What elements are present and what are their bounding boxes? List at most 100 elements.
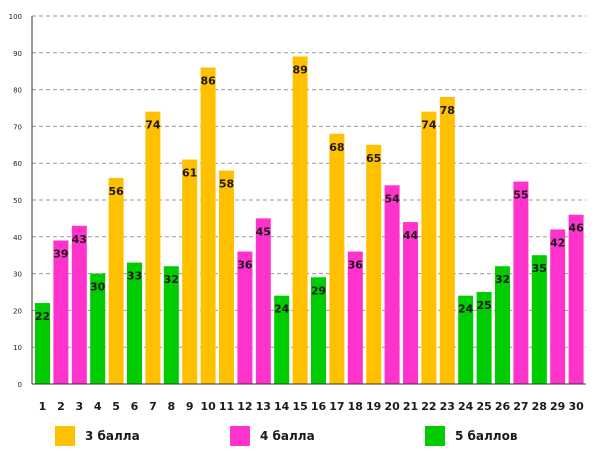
x-tick-label-29: 29 [550,400,565,413]
bar-24 [458,295,474,384]
bar-9 [182,159,198,384]
y-tick-label: 70 [13,123,22,131]
data-label-13: 45 [256,225,271,238]
x-tick-label-24: 24 [458,400,474,413]
data-label-21: 44 [403,229,419,242]
bar-17 [329,133,345,384]
x-tick-label-14: 14 [274,400,290,413]
bar-20 [384,185,400,384]
data-label-28: 35 [532,262,547,275]
y-tick-label: 90 [13,50,22,58]
x-tick-label-22: 22 [421,400,436,413]
legend-item-3: 3 балла [55,426,140,446]
data-label-1: 22 [35,310,50,323]
x-tick-label-27: 27 [513,400,528,413]
x-tick-label-30: 30 [568,400,584,413]
data-label-27: 55 [513,189,528,202]
data-label-14: 24 [274,303,290,316]
x-tick-label-8: 8 [167,400,175,413]
bar-23 [439,96,455,385]
data-label-11: 58 [219,178,234,191]
x-tick-label-26: 26 [495,400,511,413]
bar-7 [145,111,161,385]
data-label-29: 42 [550,236,565,249]
x-tick-label-13: 13 [256,400,271,413]
bar-18 [347,251,363,384]
bar-6 [127,262,142,384]
legend-label-4: 4 балла [260,429,315,443]
data-label-18: 36 [348,259,364,272]
legend-swatch-3 [55,426,75,446]
bars [35,56,584,385]
legend-swatch-4 [230,426,250,446]
x-tick-label-3: 3 [75,400,83,413]
legend-item-4: 4 балла [230,426,315,446]
legend-item-5: 5 баллов [425,426,517,446]
bar-16 [311,277,326,384]
legend-label-5: 5 баллов [455,429,518,443]
data-label-2: 39 [53,247,68,260]
bar-1 [35,303,50,384]
data-label-19: 65 [366,152,381,165]
bar-8 [163,266,179,384]
data-label-16: 29 [311,284,326,297]
bar-chart: 2239433056337432618658364524892968366554… [9,13,586,413]
bar-12 [237,251,253,384]
bar-28 [531,255,547,384]
x-tick-label-15: 15 [292,400,307,413]
data-label-3: 43 [72,233,87,246]
data-label-24: 24 [458,303,474,316]
data-label-10: 86 [200,75,216,88]
legend: 3 балла 4 балла 5 баллов [0,426,592,456]
bar-21 [403,222,418,384]
x-tick-label-25: 25 [476,400,491,413]
y-tick-label: 50 [13,197,22,205]
data-labels: 22 39 43 30 56 33 74 32 61 86 58 36 45 24 89 29 68 36 65 54… [35,63,584,323]
data-label-26: 32 [495,273,510,286]
x-tick-label-19: 19 [366,400,381,413]
y-tick-label: 100 [9,13,22,21]
x-tick-label-11: 11 [219,400,234,413]
y-tick-label: 60 [13,160,22,168]
data-label-7: 74 [145,119,161,132]
bar-2 [53,240,69,384]
bar-29 [550,229,566,384]
grid [32,15,586,348]
x-tick-label-20: 20 [384,400,400,413]
x-tick-label-23: 23 [440,400,455,413]
x-tick-label-1: 1 [39,400,47,413]
data-label-6: 33 [127,270,142,283]
bar-30 [568,214,584,384]
data-label-5: 56 [108,185,124,198]
x-tick-label-7: 7 [149,400,157,413]
bar-4 [90,273,106,384]
x-tick-label-18: 18 [348,400,363,413]
x-tick-label-2: 2 [57,400,65,413]
x-tick-label-9: 9 [186,400,194,413]
bar-13 [255,218,271,384]
x-tick-label-6: 6 [131,400,139,413]
data-label-12: 36 [237,259,253,272]
x-tick-label-5: 5 [112,400,120,413]
legend-label-3: 3 балла [85,429,140,443]
data-label-30: 46 [568,222,584,235]
data-label-20: 54 [384,192,400,205]
bar-25 [476,292,492,384]
x-tick-label-17: 17 [329,400,344,413]
x-tick-label-16: 16 [311,400,327,413]
bar-26 [495,266,510,384]
data-label-15: 89 [292,63,307,76]
data-label-17: 68 [329,141,344,154]
y-tick-label: 20 [13,307,22,315]
data-label-8: 32 [164,273,179,286]
bar-10 [200,67,216,385]
data-label-22: 74 [421,119,437,132]
x-tick-label-4: 4 [94,400,102,413]
x-tick-label-28: 28 [532,400,547,413]
data-label-23: 78 [440,104,455,117]
x-tick-label-21: 21 [403,400,418,413]
bar-22 [421,111,437,385]
bar-27 [513,181,529,384]
